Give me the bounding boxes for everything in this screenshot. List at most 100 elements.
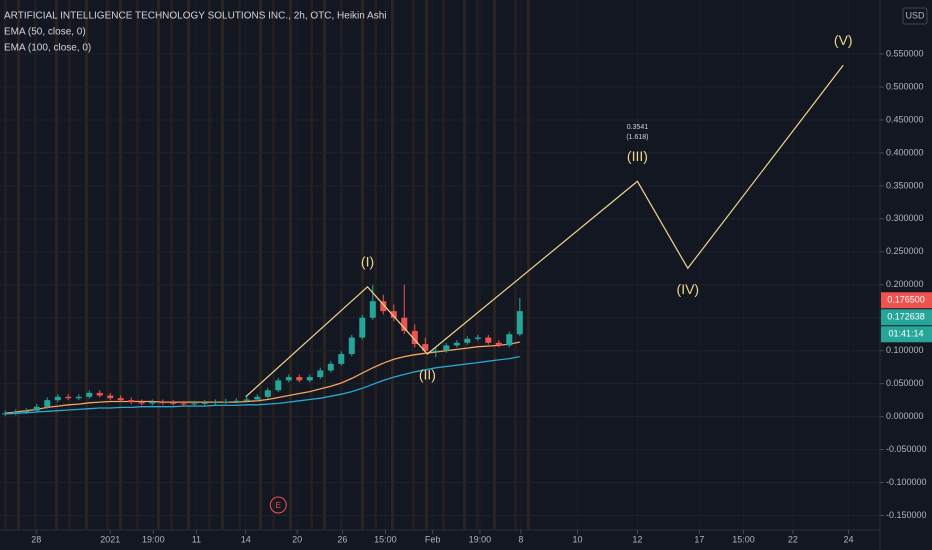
candle-body: [222, 401, 229, 403]
candle-body: [233, 400, 240, 402]
candle-body: [485, 337, 492, 343]
session-band: [442, 0, 445, 530]
wave-label: (III): [627, 148, 648, 164]
legend-entry: EMA (100, close, 0): [4, 43, 91, 54]
candle-body: [180, 403, 187, 405]
session-band: [340, 0, 343, 530]
elliott-wave: [245, 64, 844, 398]
x-tick-label: 2021: [100, 534, 120, 544]
candle-body: [44, 400, 51, 407]
x-tick-label: 14: [241, 534, 251, 544]
x-tick-label: 20: [292, 534, 302, 544]
candle-body: [422, 344, 429, 351]
session-band: [238, 0, 241, 530]
candle-body: [495, 342, 502, 346]
session-band: [463, 0, 466, 530]
session-band: [323, 0, 326, 530]
candle-body: [359, 317, 366, 338]
candle-body: [432, 350, 439, 352]
candle-body: [86, 392, 93, 397]
wave-label: (II): [419, 367, 436, 383]
x-tick-label: 15:00: [732, 534, 755, 544]
x-tick-label: 10: [573, 534, 583, 544]
session-band: [259, 0, 262, 530]
plot: (I) (II) (III) (IV) (V) 0.3541 (1.618) E: [2, 32, 853, 514]
candle-body: [65, 396, 72, 399]
session-band: [493, 0, 496, 530]
price-label-box: [881, 292, 932, 309]
candle-body: [33, 406, 40, 411]
candle-body: [453, 342, 460, 346]
x-tick-label: Feb: [425, 534, 441, 544]
countdown-box: [881, 326, 932, 343]
ema-line: [5, 355, 520, 415]
countdown: 01:41:14: [888, 329, 923, 339]
candle-body: [75, 396, 82, 399]
session-band: [170, 0, 173, 530]
candle-body: [464, 338, 471, 343]
candle-body: [338, 353, 345, 364]
session-band: [425, 0, 428, 530]
session-band: [68, 0, 71, 530]
session-band: [476, 0, 479, 530]
session-band: [106, 0, 109, 530]
candle-body: [54, 396, 61, 401]
y-tick-label: 0.550000: [886, 48, 924, 58]
session-band: [221, 0, 224, 530]
session-band: [17, 0, 20, 530]
earnings-marker: [269, 496, 287, 514]
x-tick-label: 15:00: [374, 534, 397, 544]
candle-body: [201, 402, 208, 404]
y-tick-label: -0.100000: [886, 477, 927, 487]
candle-body: [149, 402, 156, 404]
session-shading: [4, 0, 530, 530]
session-band: [361, 0, 364, 530]
x-tick-label: 19:00: [469, 534, 492, 544]
candle-body: [516, 311, 523, 335]
x-tick-label: 28: [31, 534, 41, 544]
session-band: [157, 0, 160, 530]
session-band: [310, 0, 313, 530]
session-band: [272, 0, 275, 530]
candle-body: [474, 337, 481, 339]
session-band: [85, 0, 88, 530]
session-band: [514, 0, 517, 530]
candle-body: [401, 317, 408, 331]
ema-line: [5, 341, 520, 414]
candle-body: [317, 370, 324, 378]
candle-body: [443, 345, 450, 351]
currency-box[interactable]: [902, 7, 928, 25]
session-band: [187, 0, 190, 530]
y-tick-label: 0.300000: [886, 213, 924, 223]
wave-annotation: (1.618): [626, 134, 648, 141]
candle-body: [254, 396, 261, 400]
earnings-label: E: [276, 501, 281, 510]
candle-body: [117, 398, 124, 401]
x-tick-label: 12: [632, 534, 642, 544]
candle-body: [159, 402, 166, 404]
price-label: 0.176500: [887, 295, 925, 305]
candle-body: [243, 399, 250, 401]
wave-label: (V): [834, 32, 853, 48]
session-band: [34, 0, 37, 530]
candle-body: [191, 403, 198, 405]
y-tick-label: -0.150000: [886, 510, 927, 520]
x-tick-label: 8: [518, 534, 523, 544]
session-band: [412, 0, 415, 530]
candle-body: [411, 330, 418, 345]
session-band: [208, 0, 211, 530]
candle-body: [306, 377, 313, 381]
candle-body: [107, 395, 114, 399]
candle-body: [96, 392, 103, 396]
price-label-box: [881, 309, 932, 326]
candle-body: [285, 377, 292, 381]
x-tick-label: 19:00: [142, 534, 165, 544]
currency[interactable]: USD: [905, 10, 925, 20]
x-tick-label: 11: [192, 534, 201, 544]
candle-body: [506, 334, 513, 346]
candle-body: [275, 380, 282, 391]
candle-body: [390, 311, 397, 318]
session-band: [55, 0, 58, 530]
wave-label: (I): [361, 253, 374, 269]
